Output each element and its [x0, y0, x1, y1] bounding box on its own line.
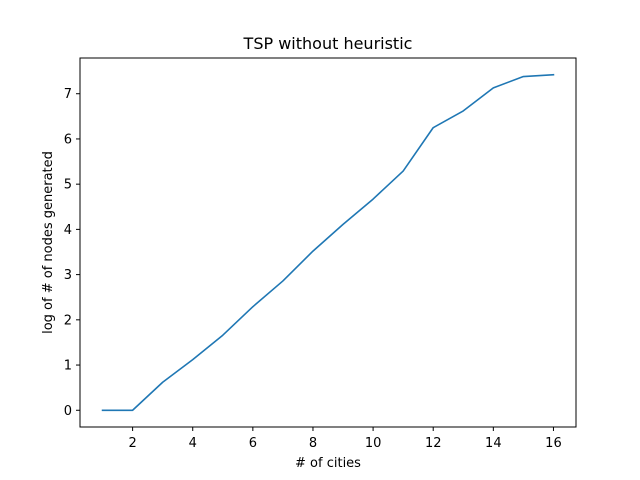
x-axis-label: # of cities [295, 456, 361, 471]
x-tick-label: 14 [485, 436, 502, 451]
y-axis-label: log of # of nodes generated [41, 151, 56, 334]
series-line [101, 73, 555, 412]
x-tick-label: 8 [309, 436, 317, 451]
chart-title: TSP without heuristic [243, 34, 413, 53]
y-tick-label: 3 [64, 268, 72, 283]
x-tick-label: 4 [189, 436, 197, 451]
x-tick-label: 16 [545, 436, 562, 451]
y-tick-label: 7 [64, 87, 72, 102]
y-tick-label: 0 [64, 404, 72, 419]
x-tick-label: 10 [365, 436, 382, 451]
x-axis: 2 4 6 8 10 12 14 16 [128, 427, 562, 451]
x-tick-label: 12 [425, 436, 442, 451]
y-tick-label: 2 [64, 313, 72, 328]
series-layer [101, 73, 555, 412]
y-tick-label: 4 [64, 223, 72, 238]
plot-frame [79, 57, 577, 428]
y-axis: 0 1 2 3 4 5 6 7 [64, 87, 80, 419]
y-tick-label: 6 [64, 132, 72, 147]
y-tick-label: 1 [64, 359, 72, 374]
x-tick-label: 6 [249, 436, 257, 451]
x-tick-label: 2 [128, 436, 136, 451]
y-tick-label: 5 [64, 178, 72, 193]
